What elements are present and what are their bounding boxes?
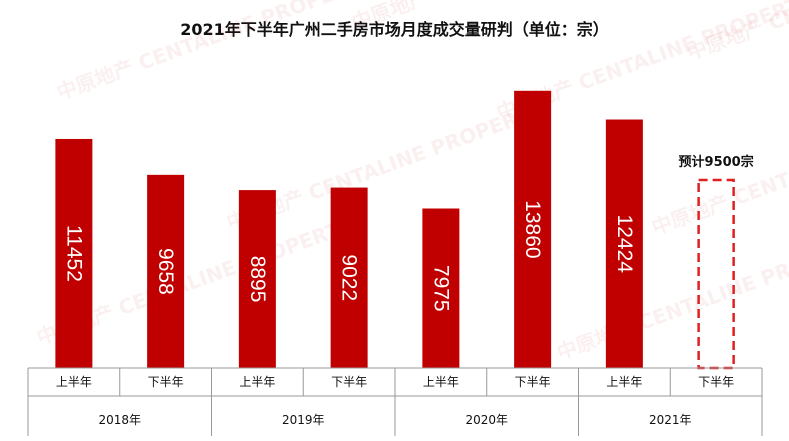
- watermark-logo: 中原地产 CENTALINE PROPERTY: [54, 0, 378, 105]
- tick-label: 上半年: [239, 375, 275, 389]
- bars-layer: 11452 9658 8895 9022 7975 13860 12424 预计9500宗: [55, 90, 754, 370]
- group-label: 2021年: [649, 413, 692, 427]
- bar: [238, 190, 276, 368]
- group-label: 2020年: [465, 413, 508, 427]
- bar-value-label: 7975: [429, 265, 452, 312]
- watermark-layer: 中原地产 CENTALINE PROPERTY 中原地产 CENTALINE PR…: [34, 0, 789, 365]
- category-axis: 上半年 下半年 上半年 下半年 上半年 下半年 上半年 下半年 2018年 2019年 2020年 2…: [27, 367, 763, 436]
- bar-value-label: 13860: [521, 200, 544, 258]
- chart-title: 2021年下半年广州二手房市场月度成交量研判（单位：宗）: [180, 20, 609, 39]
- bar-value-label: 8895: [246, 256, 269, 303]
- tick-label: 下半年: [515, 375, 551, 389]
- bar-value-label: 12424: [613, 215, 636, 274]
- bar: [514, 90, 552, 369]
- tick-label: 下半年: [148, 375, 184, 389]
- bar-value-label: 9022: [338, 254, 361, 301]
- tick-label: 上半年: [56, 375, 92, 389]
- bar: [147, 174, 185, 368]
- tick-label: 下半年: [331, 375, 367, 389]
- bar: [330, 187, 368, 368]
- watermark-logo: 中原地产 CENTALINE PROPERTY: [649, 102, 789, 239]
- tick-label: 上半年: [606, 375, 642, 389]
- watermark-logo: 中原地产 CENTALINE PROPERTY: [554, 227, 789, 364]
- bar: [55, 138, 93, 368]
- forecast-annotation: 预计9500宗: [679, 154, 754, 170]
- tick-label: 上半年: [423, 375, 459, 389]
- group-label: 2018年: [98, 413, 141, 427]
- watermark-logo: 中原地产 CENTALINE PROPERTY: [349, 0, 673, 35]
- tick-label: 下半年: [698, 375, 734, 389]
- bar-value-label: 9658: [154, 248, 177, 295]
- bar: [422, 208, 460, 368]
- bar-value-label: 11452: [62, 225, 85, 282]
- group-label: 2019年: [282, 413, 325, 427]
- bar: [605, 119, 643, 369]
